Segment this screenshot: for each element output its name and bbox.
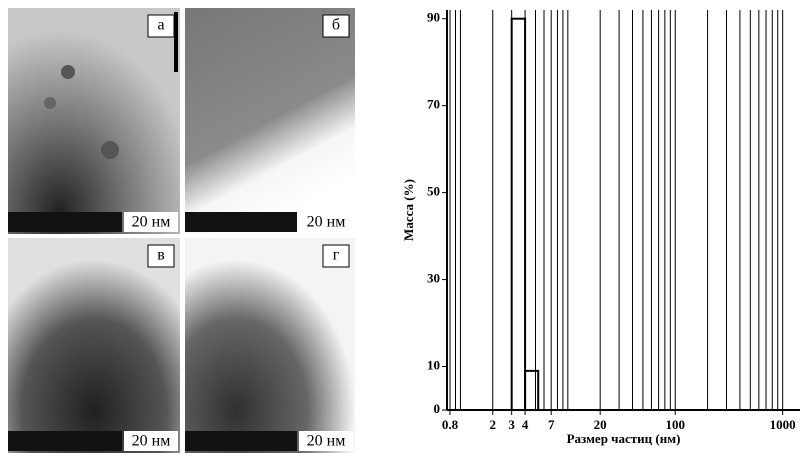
x-tick-label: 1000 <box>770 417 796 432</box>
scale-label: 20 нм <box>307 433 346 450</box>
scale-box <box>124 431 178 451</box>
particle <box>44 97 56 109</box>
scale-label: 20 нм <box>132 214 171 231</box>
caption-strip <box>8 431 122 451</box>
image-labels: а 20 нм б 20 нм в 20 нм г 20 нм <box>8 14 353 451</box>
bar <box>524 369 540 412</box>
y-tick-label: 50 <box>427 184 440 199</box>
x-tick-label: 7 <box>548 417 555 432</box>
x-tick-label: 3 <box>508 417 515 432</box>
caption-strip <box>185 431 297 451</box>
label-box <box>147 14 175 38</box>
x-tick-label: 4 <box>522 417 529 432</box>
particle <box>101 141 119 159</box>
scale-box <box>124 212 178 232</box>
caption-strip <box>8 212 122 232</box>
tem-image <box>8 238 180 453</box>
x-tick-label: 2 <box>490 417 497 432</box>
x-tick-label: 0.8 <box>442 417 459 432</box>
caption-strip <box>185 212 297 232</box>
tem-images <box>8 8 355 453</box>
scale-box <box>299 431 353 451</box>
chart: 0 10 30 50 70 90 0.8 2 3 4 7 20 100 1000 Размер частиц… <box>401 10 800 446</box>
y-axis-label: Масса (%) <box>401 179 416 241</box>
panel-label: в <box>157 247 165 264</box>
label-box <box>322 14 350 38</box>
scale-box <box>299 212 353 232</box>
scale-label: 20 нм <box>132 433 171 450</box>
label-box <box>147 244 175 268</box>
y-tick-label: 10 <box>427 358 440 373</box>
bar <box>510 17 527 412</box>
particle <box>61 65 75 79</box>
x-tick-label: 20 <box>594 417 607 432</box>
tem-image <box>185 238 355 453</box>
tem-image <box>8 8 180 234</box>
scale-label: 20 нм <box>307 214 346 231</box>
panel-label: а <box>157 17 164 34</box>
y-tick-label: 70 <box>427 97 440 112</box>
panel-label: б <box>332 17 340 34</box>
y-tick-label: 30 <box>427 271 440 286</box>
label-box <box>322 244 350 268</box>
x-tick-label: 100 <box>666 417 686 432</box>
panel-label: г <box>333 247 340 264</box>
tem-image <box>185 8 355 234</box>
x-axis-label: Размер частиц (нм) <box>567 431 681 446</box>
y-tick-label: 90 <box>427 10 440 25</box>
y-tick-label: 0 <box>434 401 441 416</box>
scale-bar <box>174 12 178 72</box>
